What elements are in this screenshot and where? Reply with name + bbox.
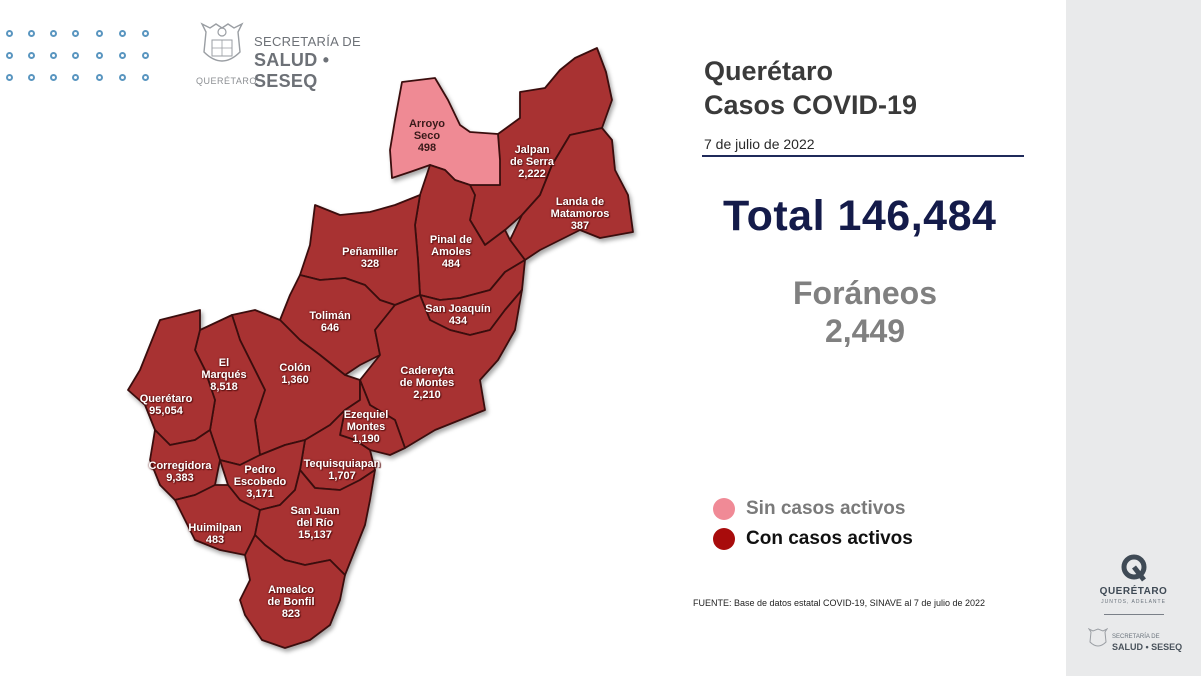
legend-label: Sin casos activos	[746, 498, 906, 519]
label-san-joaquin: San Joaquín 434	[425, 303, 491, 327]
label-pedro-escobedo: Pedro Escobedo 3,171	[233, 464, 287, 500]
label-san-juan-del-rio: San Juan del Río 15,137	[290, 505, 340, 541]
report-date: 7 de julio de 2022	[704, 136, 815, 152]
label-ezequiel-montes: Ezequiel Montes 1,190	[343, 409, 389, 445]
logo-line1: SECRETARÍA DE	[254, 34, 361, 49]
page-title: Querétaro Casos COVID-19	[704, 54, 917, 122]
label-amealco: Amealco de Bonfil 823	[267, 584, 315, 620]
foraneos-value: 2,449	[824, 313, 906, 349]
label-colon: Colón 1,360	[279, 362, 311, 386]
label-arroyo-seco: Arroyo Seco 498	[408, 118, 446, 154]
coat-of-arms-icon	[1088, 628, 1108, 647]
foraneos-label: Foráneos	[792, 275, 938, 311]
title-divider	[702, 155, 1024, 157]
region-landa-de-matamoros	[509, 127, 634, 261]
label-tequisquiapan: Tequisquiapan 1,707	[303, 458, 381, 482]
red-circle-icon	[713, 528, 735, 550]
right-sidebar-panel	[1066, 0, 1201, 676]
queretaro-municipal-map: Arroyo Seco 498 Jalpan de Serra 2,222 Landa …	[127, 47, 634, 649]
label-huimilpan: Huimilpan 483	[188, 522, 242, 546]
legend-label: Con casos activos	[746, 528, 913, 549]
label-penamiller: Peñamiller 328	[342, 246, 398, 270]
label-pinal-de-amoles: Pinal de Amoles 484	[429, 234, 473, 270]
pink-circle-icon	[713, 498, 735, 520]
decorative-dot-grid	[6, 30, 171, 82]
side-org-line1: SECRETARÍA DE	[1112, 634, 1160, 640]
logo-line2: SALUD • SESEQ	[254, 50, 330, 91]
label-toliman: Tolimán 646	[309, 310, 351, 334]
label-jalpan-de-serra: Jalpan de Serra 2,222	[509, 144, 555, 180]
branding-divider	[1104, 614, 1164, 615]
title-line2: Casos COVID-19	[704, 90, 918, 120]
label-queretaro: Querétaro 95,054	[139, 393, 193, 417]
label-corregidora: Corregidora 9,383	[148, 460, 212, 484]
label-el-marques: El Marqués 8,518	[201, 357, 247, 393]
source-note: FUENTE: Base de datos estatal COVID-19, …	[693, 598, 985, 608]
seseq-header-logo: QUERÉTARO SECRETARÍA DE SALUD • SESEQ	[196, 20, 396, 91]
foraneos-block: Foráneos 2,449	[740, 274, 990, 350]
state-name: QUERÉTARO	[1099, 586, 1168, 597]
state-slogan: JUNTOS, ADELANTE	[1101, 599, 1166, 605]
title-line1: Querétaro	[704, 56, 834, 86]
label-cadereyta: Cadereyta de Montes 2,210	[399, 365, 455, 401]
side-org-line2: SALUD • SESEQ	[1112, 642, 1183, 652]
coat-of-arms-icon	[200, 22, 244, 62]
map-legend: Sin casos activos Con casos activos	[713, 494, 913, 554]
queretaro-q-logo-icon	[1121, 554, 1147, 582]
region-amealco	[239, 534, 346, 649]
label-landa-de-matamoros: Landa de Matamoros 387	[550, 196, 610, 232]
legend-item-con-casos: Con casos activos	[713, 524, 913, 554]
legend-item-sin-casos: Sin casos activos	[713, 494, 913, 524]
total-cases: Total 146,484	[723, 192, 997, 240]
logo-subtext: QUERÉTARO	[196, 76, 257, 86]
